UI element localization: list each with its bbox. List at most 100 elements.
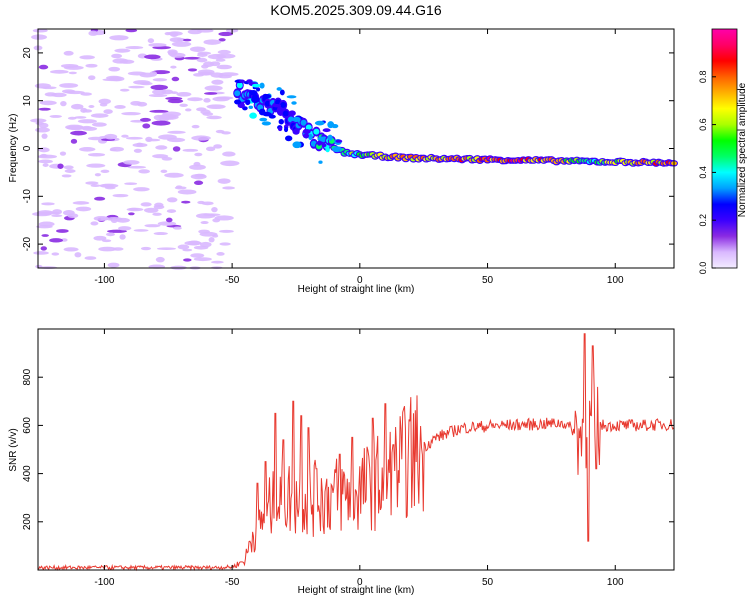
spectrogram-turbulent-cell [292, 116, 301, 122]
spectrogram-noise-cell [127, 71, 147, 76]
spectrogram-noise-cell [143, 207, 159, 213]
spectrogram-noise-cell [216, 53, 236, 59]
spectrogram-turbulent-cell [248, 89, 258, 96]
snr-x-tick-label: -50 [225, 577, 240, 588]
spectrogram-noise-cell [155, 256, 165, 263]
spectrogram-turbulent-cell [249, 112, 257, 119]
spectrogram-noise-cell [98, 98, 112, 105]
spectrogram-turbulent-cell [292, 141, 302, 149]
spectrogram-noise-cell [70, 138, 78, 144]
spectrogram-noise-cell [199, 241, 212, 248]
spectrogram-noise-cell [91, 122, 107, 127]
spectrogram-noise-cell [81, 126, 98, 131]
spectrogram-turbulent-cell [321, 143, 327, 148]
spectrogram-ridge-cell [234, 90, 241, 97]
spectrogram-turbulent-cell [259, 117, 268, 122]
spectrogram-turbulent-cell [291, 101, 297, 105]
spectrogram-noise-cell [40, 86, 57, 90]
spectrogram-noise-cell [149, 109, 169, 113]
spectrogram-noise-cell [219, 72, 239, 77]
spectrogram-noise-cell [165, 96, 183, 101]
snr-y-tick-label: 600 [22, 417, 33, 434]
spectrogram-turbulent-cell [317, 140, 322, 146]
spectrogram-noise-cell [196, 107, 207, 112]
spectrogram-noise-cell [147, 38, 155, 44]
spectrogram-noise-cell [190, 253, 205, 258]
spectrogram-noise-cell [158, 116, 170, 122]
spectrogram-noise-cell [217, 49, 231, 55]
spectrogram-noise-cell [179, 103, 188, 108]
spectrogram-noise-cell [111, 53, 123, 59]
spectrogram-noise-cell [138, 169, 150, 174]
spectrogram-noise-cell [216, 64, 232, 70]
spectrogram-noise-cell [63, 165, 74, 170]
spectrogram-noise-cell [64, 169, 76, 173]
spectrogram-turbulent-cell [303, 133, 310, 139]
spectrogram-turbulent-cell [251, 96, 260, 104]
spectrogram-noise-cell [41, 234, 49, 237]
spectrogram-noise-cell [64, 90, 85, 95]
spectrogram-noise-cell [90, 221, 99, 226]
spectrogram-noise-cell [66, 125, 86, 131]
spectrogram-noise-cell [88, 105, 95, 108]
spectrogram-noise-cell [182, 148, 199, 152]
spectrogram-noise-cell [145, 136, 153, 143]
spectrogram-noise-cell [140, 246, 152, 251]
spectrogram-x-tick-label: -50 [225, 275, 240, 286]
spectrogram-noise-cell [157, 221, 177, 226]
spectrogram-noise-cell [112, 193, 129, 198]
spectrogram-noise-cell [105, 232, 115, 237]
spectrogram-turbulent-cell [251, 83, 261, 88]
spectrogram-noise-cell [107, 262, 120, 268]
spectrogram-turbulent-cell [318, 160, 323, 164]
spectrogram-noise-cell [121, 134, 129, 138]
spectrogram-noise-cell [74, 116, 87, 119]
spectrogram-noise-cell [88, 30, 99, 36]
spectrogram-noise-cell [187, 29, 203, 35]
spectrogram-noise-cell [181, 200, 191, 204]
spectrogram-noise-cell [216, 252, 225, 256]
spectrogram-y-tick-label: 20 [22, 47, 33, 59]
spectrogram-noise-cell [79, 147, 96, 152]
spectrogram-turbulent-cell [261, 121, 272, 126]
colorbar-label: Normalized spectral amplitude [737, 82, 748, 217]
spectrogram-noise-cell [106, 75, 122, 81]
spectrogram-noise-cell [182, 248, 193, 252]
spectrogram-noise-cell [206, 115, 222, 120]
spectrogram-noise-cell [222, 186, 235, 190]
spectrogram-noise-cell [63, 247, 79, 252]
spectrogram-noise-cell [127, 165, 147, 169]
spectrogram-noise-cell [124, 182, 138, 186]
spectrogram-turbulent-cell [246, 79, 253, 84]
spectrogram-noise-cell [125, 28, 138, 33]
spectrogram-noise-cell [152, 212, 162, 216]
spectrogram-noise-cell [114, 48, 131, 53]
spectrogram-noise-cell [56, 229, 69, 233]
spectrogram-noise-cell [32, 28, 48, 33]
spectrogram-noise-cell [38, 107, 51, 111]
chart-title: KOM5.2025.309.09.44.G16 [270, 2, 441, 18]
spectrogram-noise-cell [218, 31, 234, 37]
spectrogram-noise-cell [40, 246, 47, 251]
spectrogram-noise-cell [155, 145, 168, 150]
spectrogram-noise-cell [152, 78, 168, 82]
spectrogram-noise-cell [37, 154, 58, 159]
snr-panel: -100 -50 0 50 100 200 400 600 800 Height of str… [8, 328, 675, 596]
spectrogram-noise-cell [219, 242, 231, 246]
spectrogram-noise-cell [183, 56, 202, 60]
spectrogram-noise-cell [211, 79, 224, 85]
spectrogram-turbulent-cell [276, 87, 282, 91]
spectrogram-noise-cell [167, 99, 184, 104]
spectrogram-noise-cell [100, 169, 110, 174]
spectrogram-noise-cell [142, 123, 151, 129]
spectrogram-noise-cell [176, 91, 192, 97]
spectrogram-turbulent-cell [248, 105, 254, 109]
spectrogram-noise-cell [217, 178, 231, 184]
spectrogram-noise-cell [140, 202, 152, 207]
spectrogram-noise-cell [79, 55, 95, 60]
spectrogram-noise-cell [144, 224, 161, 228]
spectrogram-noise-cell [125, 136, 143, 140]
colorbar-tick-label: 0.6 [698, 118, 708, 131]
